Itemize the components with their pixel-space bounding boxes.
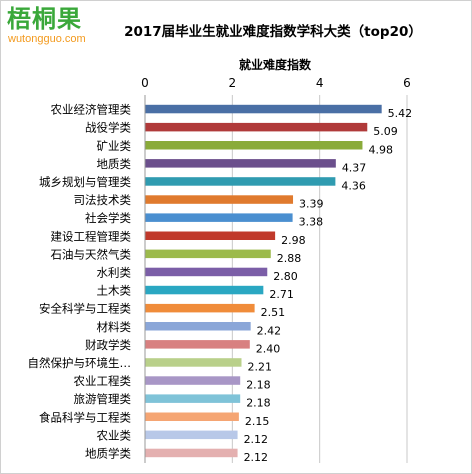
logo-text: 梧桐果	[7, 5, 82, 33]
bars	[145, 104, 382, 458]
category-label: 农业工程类	[74, 374, 132, 388]
category-label: 农业经济管理类	[51, 103, 132, 117]
x-tick-label: 0	[141, 76, 149, 90]
bar	[145, 376, 241, 385]
category-label: 城乡规划与管理类	[39, 175, 131, 189]
x-tick-labels: 0 2 4 6	[141, 76, 411, 90]
value-label: 2.80	[273, 270, 298, 283]
logo: 梧桐果 wutongguo.com	[7, 5, 103, 49]
bar	[145, 448, 238, 458]
category-label: 材料类	[97, 320, 132, 334]
bar	[145, 303, 255, 313]
bar	[145, 104, 382, 114]
value-label: 2.12	[244, 433, 269, 446]
value-label: 2.98	[281, 234, 306, 247]
category-label: 社会学类	[85, 211, 131, 225]
category-label: 安全科学与工程类	[39, 302, 131, 316]
bar	[145, 358, 242, 367]
category-labels: 农业经济管理类战役学类矿业类地质类城乡规划与管理类司法技术类社会学类建设工程管理…	[28, 103, 132, 461]
chart-title: 2017届毕业生就业难度指数学科大类（top20）	[124, 23, 422, 40]
value-label: 2.18	[246, 379, 271, 392]
value-label: 2.12	[244, 451, 269, 464]
bar	[145, 177, 336, 186]
x-tick-label: 4	[316, 76, 324, 90]
value-label: 3.39	[299, 198, 324, 211]
x-tick-label: 2	[229, 76, 237, 90]
category-label: 财政学类	[85, 338, 131, 352]
bar	[145, 322, 251, 331]
value-label: 2.40	[256, 342, 280, 355]
value-label: 4.98	[368, 143, 393, 156]
category-label: 旅游管理类	[74, 392, 132, 406]
value-label: 3.38	[299, 216, 324, 229]
x-tick-label: 6	[403, 76, 411, 90]
category-label: 土木类	[97, 284, 132, 298]
category-label: 矿业类	[97, 139, 132, 153]
category-label: 石油与天然气类	[51, 247, 132, 261]
value-label: 2.18	[246, 397, 271, 410]
category-label: 战役学类	[85, 121, 131, 135]
bar	[145, 195, 294, 204]
category-label: 食品科学与工程类	[39, 410, 131, 424]
bar	[145, 159, 336, 168]
value-label: 2.88	[277, 252, 302, 265]
value-label: 4.37	[342, 161, 367, 174]
bar	[145, 141, 363, 150]
bar	[145, 340, 250, 349]
value-label: 2.42	[257, 324, 282, 337]
bar	[145, 231, 276, 240]
bar	[145, 285, 264, 295]
value-label: 2.15	[245, 415, 270, 428]
category-label: 地质类	[97, 157, 132, 171]
bar	[145, 122, 368, 132]
value-labels: 5.42 5.09 4.984.37 4.36 3.39 3.38 2.98 2.88 2.80…	[244, 107, 413, 464]
bar	[145, 430, 238, 440]
value-label: 2.21	[248, 360, 273, 373]
bar	[145, 267, 268, 277]
category-label: 司法技术类	[74, 193, 132, 207]
value-label: 2.71	[269, 288, 294, 301]
category-label: 农业类	[97, 428, 132, 442]
bar	[145, 249, 271, 259]
category-label: 自然保护与环境生…	[28, 356, 132, 370]
value-label: 5.42	[388, 107, 413, 120]
x-axis-title: 就业难度指数	[239, 57, 312, 72]
bar	[145, 213, 293, 222]
category-label: 水利类	[97, 265, 132, 279]
value-label: 2.51	[261, 306, 286, 319]
bar	[145, 412, 239, 421]
bar	[145, 394, 241, 403]
category-label: 建设工程管理类	[51, 229, 132, 243]
value-label: 5.09	[373, 125, 398, 138]
logo-url: wutongguo.com	[8, 33, 86, 45]
category-label: 地质学类	[85, 446, 131, 460]
value-label: 4.36	[341, 179, 366, 192]
